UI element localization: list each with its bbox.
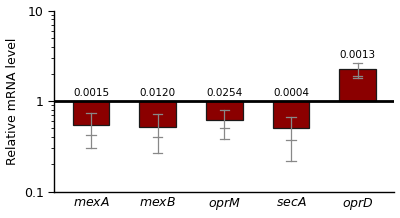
Bar bbox=[140, 101, 176, 127]
Bar bbox=[340, 69, 376, 101]
Bar bbox=[206, 101, 243, 120]
Bar bbox=[273, 101, 310, 128]
Text: 0.0013: 0.0013 bbox=[340, 50, 376, 60]
Text: 0.0004: 0.0004 bbox=[273, 88, 309, 98]
Text: 0.0254: 0.0254 bbox=[206, 88, 242, 98]
Text: 0.0015: 0.0015 bbox=[73, 88, 109, 98]
Bar bbox=[73, 101, 110, 124]
Y-axis label: Relative mRNA level: Relative mRNA level bbox=[6, 37, 18, 165]
Text: 0.0120: 0.0120 bbox=[140, 88, 176, 98]
